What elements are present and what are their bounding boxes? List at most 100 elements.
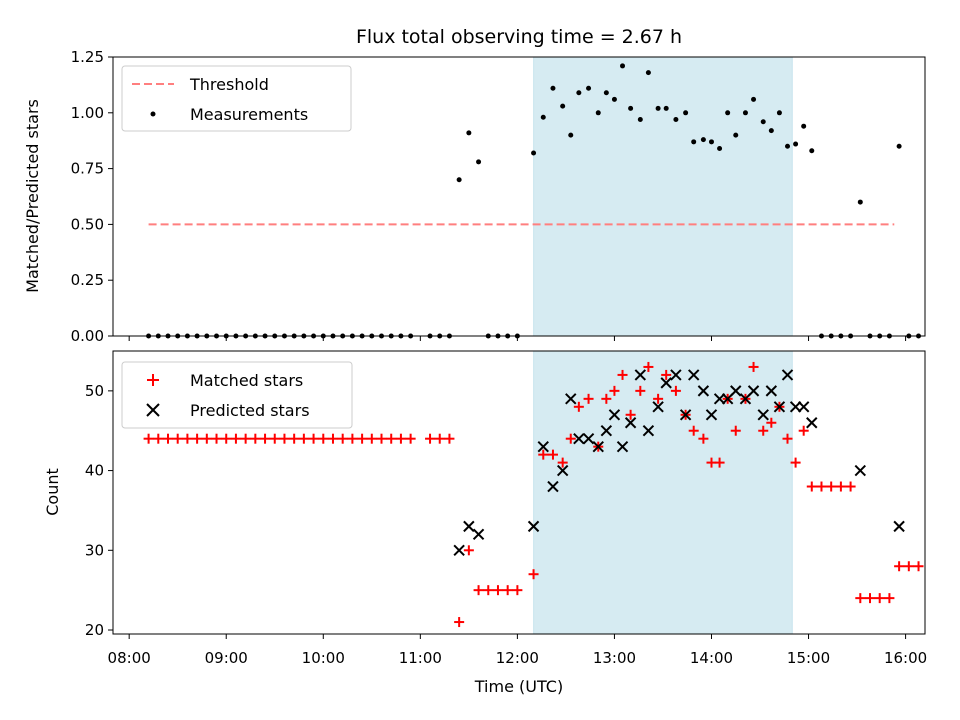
chart-title: Flux total observing time = 2.67 h bbox=[356, 26, 682, 48]
top-ytick-labels: 0.00 0.25 0.50 0.75 1.00 1.25 bbox=[71, 48, 113, 345]
measurement-point bbox=[801, 123, 807, 129]
matched-point bbox=[865, 593, 876, 604]
measurement-point bbox=[663, 105, 669, 111]
predicted-point bbox=[705, 409, 718, 421]
top-ytick-label: 0.00 bbox=[71, 327, 104, 345]
bottom-panel: 20 30 40 50 08:00 09:00 10:00 11:00 12:00 13:00 1… bbox=[43, 350, 927, 696]
measurement-point bbox=[620, 63, 626, 69]
top-ytick-label: 0.75 bbox=[71, 160, 104, 178]
matched-point bbox=[386, 433, 397, 444]
matched-point bbox=[366, 433, 377, 444]
bottom-ytick-labels: 20 30 40 50 bbox=[85, 382, 113, 639]
measurement-point bbox=[785, 143, 791, 149]
matched-point bbox=[903, 561, 914, 572]
matched-point bbox=[748, 361, 759, 372]
matched-point bbox=[625, 409, 636, 420]
top-ytick-label: 0.25 bbox=[71, 271, 104, 289]
top-ylabel: Matched/Predicted stars bbox=[23, 99, 42, 293]
top-shaded-span bbox=[533, 56, 793, 337]
matched-point bbox=[279, 433, 290, 444]
matched-point bbox=[143, 433, 154, 444]
matched-point bbox=[855, 593, 866, 604]
measurement-point bbox=[896, 143, 902, 149]
matched-point bbox=[153, 433, 164, 444]
measurement-point bbox=[586, 85, 592, 91]
xtick-label: 13:00 bbox=[593, 649, 636, 667]
measurement-point bbox=[742, 110, 748, 116]
matched-point bbox=[201, 433, 212, 444]
predicted-point bbox=[765, 385, 778, 397]
matched-point bbox=[538, 449, 549, 460]
measurement-point bbox=[531, 150, 537, 156]
predicted-point bbox=[797, 401, 810, 413]
predicted-point bbox=[660, 377, 672, 389]
matched-point bbox=[289, 433, 300, 444]
matched-point bbox=[845, 481, 856, 492]
matched-point bbox=[653, 393, 664, 404]
measurement-point bbox=[751, 96, 757, 102]
matched-point bbox=[308, 433, 319, 444]
measurement-point bbox=[645, 70, 651, 76]
matched-point bbox=[766, 417, 777, 428]
measurement-point bbox=[603, 90, 609, 96]
predicted-point bbox=[453, 544, 465, 557]
matched-point bbox=[211, 433, 222, 444]
matched-point bbox=[835, 481, 846, 492]
bottom-legend: Matched stars Predicted stars bbox=[121, 361, 353, 429]
legend-predicted-swatch bbox=[146, 403, 160, 417]
matched-point bbox=[172, 433, 183, 444]
matched-point bbox=[798, 425, 809, 436]
legend-matched-swatch bbox=[147, 374, 159, 386]
predicted-point bbox=[537, 440, 549, 453]
top-ytick-label: 0.50 bbox=[71, 215, 104, 233]
predicted-point bbox=[592, 440, 604, 453]
matched-point bbox=[395, 433, 406, 444]
measurement-point bbox=[655, 105, 661, 111]
measurement-point bbox=[568, 132, 574, 138]
measurement-point bbox=[776, 110, 782, 116]
matched-point bbox=[782, 433, 793, 444]
matched-point bbox=[502, 585, 513, 596]
xtick-label: 09:00 bbox=[205, 649, 248, 667]
predicted-point bbox=[547, 480, 559, 493]
matched-point bbox=[318, 433, 329, 444]
predicted-point bbox=[789, 401, 802, 413]
legend-measurements-label: Measurements bbox=[190, 105, 308, 124]
predicted-point bbox=[642, 425, 655, 437]
predicted-point bbox=[634, 369, 647, 381]
matched-point bbox=[714, 457, 725, 468]
matched-point bbox=[698, 433, 709, 444]
measurement-point bbox=[456, 177, 462, 183]
bottom-ytick-label: 20 bbox=[85, 621, 104, 639]
matched-point bbox=[874, 593, 885, 604]
matched-point bbox=[444, 433, 455, 444]
top-ytick-label: 1.25 bbox=[71, 48, 104, 66]
measurement-point bbox=[637, 116, 643, 122]
matched-point bbox=[298, 433, 309, 444]
matched-point bbox=[357, 433, 368, 444]
bottom-xticks: 08:00 09:00 10:00 11:00 12:00 13:00 14:00 15:00… bbox=[108, 634, 927, 667]
predicted-point bbox=[730, 385, 742, 397]
xtick-label: 11:00 bbox=[399, 649, 442, 667]
matched-point bbox=[230, 433, 241, 444]
legend-matched-label: Matched stars bbox=[190, 371, 303, 390]
matched-point bbox=[583, 393, 594, 404]
predicted-point bbox=[600, 425, 613, 437]
predicted-point bbox=[747, 385, 760, 397]
measurement-point bbox=[683, 110, 689, 116]
predicted-point bbox=[893, 520, 905, 533]
bottom-shaded-span bbox=[533, 350, 793, 635]
predicted-point bbox=[773, 401, 786, 413]
predicted-point bbox=[582, 432, 595, 445]
matched-point bbox=[483, 585, 494, 596]
measurement-point bbox=[793, 141, 799, 147]
matched-point bbox=[557, 457, 568, 468]
matched-point bbox=[434, 433, 445, 444]
measurement-point bbox=[725, 110, 731, 116]
matched-point bbox=[337, 433, 348, 444]
predicted-point bbox=[463, 520, 475, 533]
matched-point bbox=[376, 433, 387, 444]
measurement-point bbox=[628, 105, 634, 111]
matched-point bbox=[617, 369, 628, 380]
